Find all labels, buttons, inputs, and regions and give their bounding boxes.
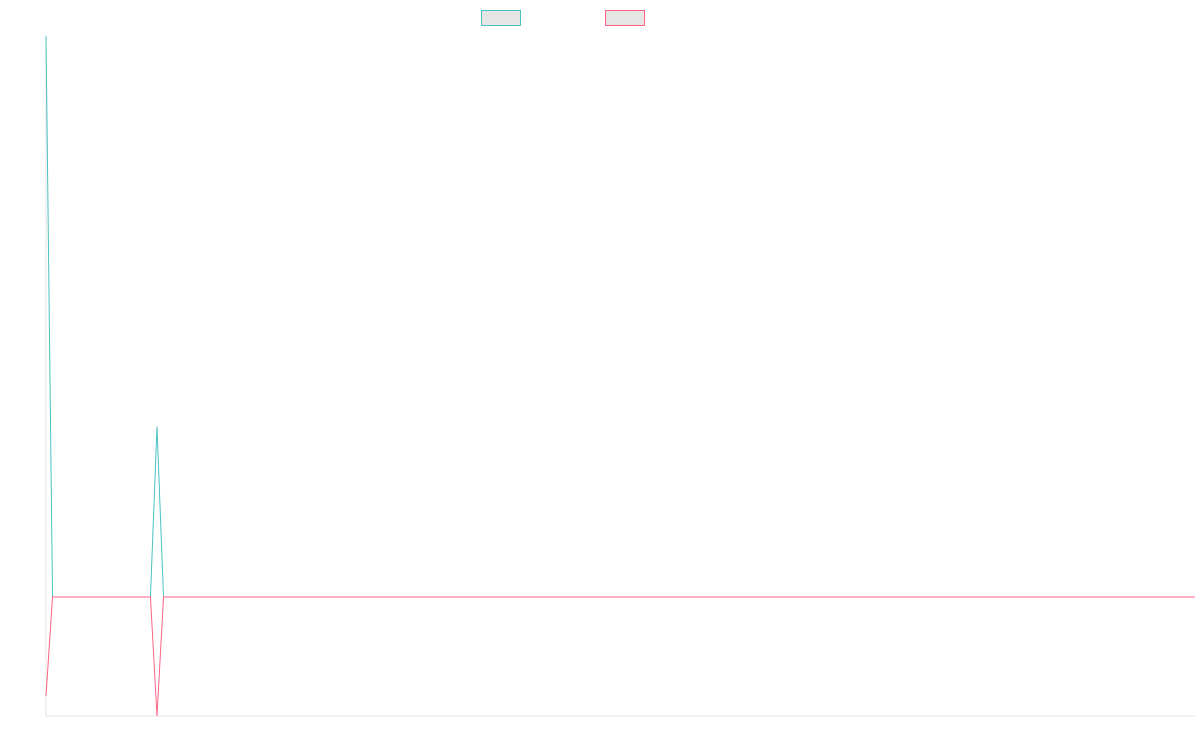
series-layer (45, 35, 1195, 717)
series-1-line (45, 35, 1195, 598)
legend-swatch-2 (605, 10, 645, 26)
axes (45, 36, 1195, 717)
legend (481, 10, 645, 26)
series-2 (45, 596, 1195, 717)
series-2-line (45, 596, 1195, 717)
legend-swatch-1 (481, 10, 521, 26)
series-1 (45, 35, 1195, 598)
